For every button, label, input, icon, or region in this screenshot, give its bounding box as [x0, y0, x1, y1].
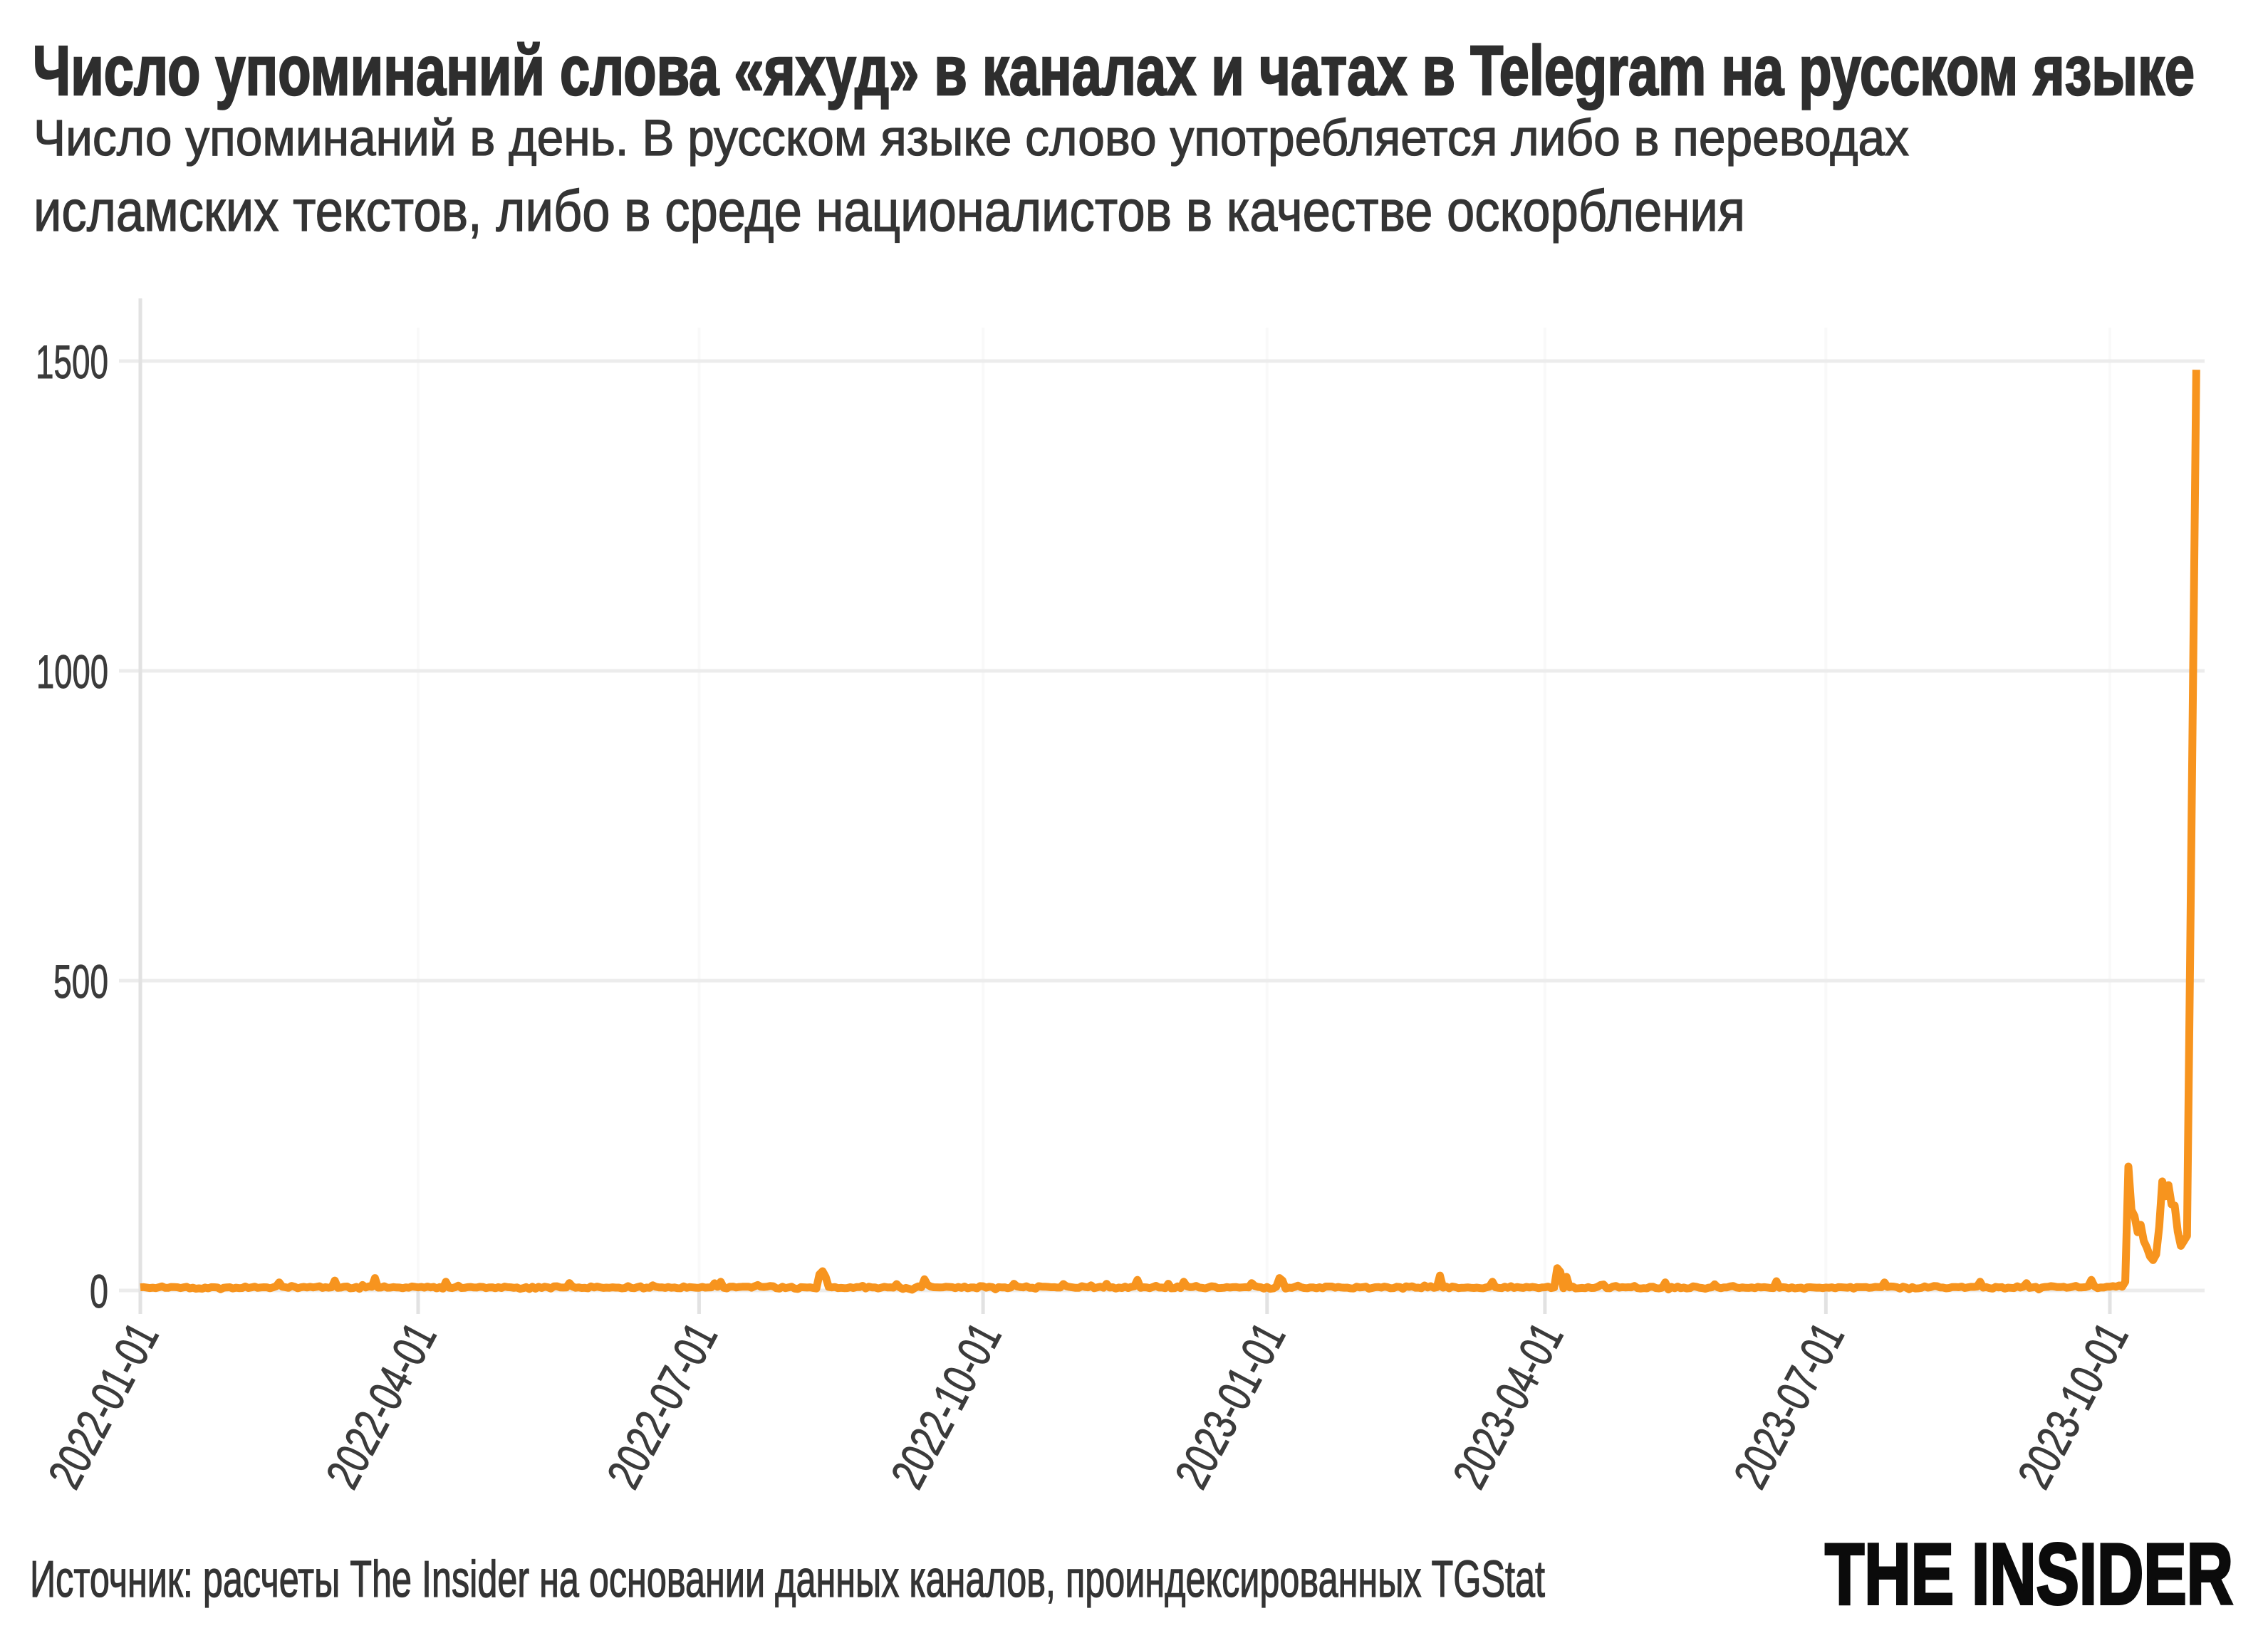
- svg-text:1500: 1500: [36, 335, 108, 388]
- svg-text:Число упоминаний в день. В рус: Число упоминаний в день. В русском языке…: [33, 110, 1909, 167]
- svg-text:THE INSIDER: THE INSIDER: [1825, 1525, 2233, 1622]
- svg-text:Число упоминаний слова «яхуд»: Число упоминаний слова «яхуд» в каналах …: [33, 31, 2195, 110]
- svg-text:исламских текстов, либо в сред: исламских текстов, либо в среде национал…: [33, 179, 1745, 244]
- svg-text:1000: 1000: [36, 645, 108, 698]
- svg-text:500: 500: [53, 955, 108, 1008]
- svg-text:0: 0: [90, 1265, 108, 1318]
- svg-text:Источник: расчеты The Insider: Источник: расчеты The Insider на основан…: [30, 1551, 1545, 1608]
